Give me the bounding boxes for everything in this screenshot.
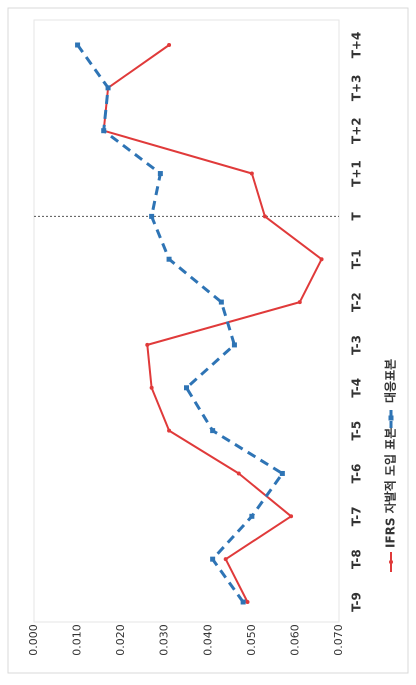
value-tick-label: 0.060: [288, 624, 301, 656]
category-tick-label: T-5: [350, 421, 364, 441]
category-tick-label: T-2: [350, 292, 364, 312]
data-point: [149, 213, 155, 219]
series-group: [75, 42, 324, 605]
data-point: [231, 342, 237, 348]
data-point: [279, 470, 285, 476]
category-tick-label: T+2: [350, 117, 364, 144]
data-point: [223, 557, 228, 562]
data-point: [262, 214, 267, 219]
category-tick-label: T-3: [350, 335, 364, 355]
data-point: [240, 599, 246, 605]
category-tick-label: T-1: [350, 249, 364, 269]
legend-swatch-marker: [389, 560, 393, 564]
category-tick-label: T-4: [350, 378, 364, 398]
data-point: [289, 514, 294, 519]
data-point: [236, 471, 241, 476]
legend: IFRS 자발적 도입 표본 대응표본: [383, 359, 398, 572]
series-line: [102, 44, 323, 603]
value-tick-label: 0.000: [27, 624, 40, 656]
value-tick-label: 0.070: [332, 624, 345, 656]
value-tick-label: 0.020: [114, 624, 127, 656]
category-tick-label: T+4: [350, 32, 364, 59]
series-line: [76, 44, 284, 603]
plot-area: [33, 19, 340, 623]
data-point: [167, 428, 172, 433]
data-point: [218, 299, 224, 305]
legend-label: 대응표본: [383, 359, 398, 403]
data-point: [166, 256, 172, 262]
value-tick-label: 0.010: [71, 624, 84, 656]
category-tick-label: T+3: [350, 75, 364, 102]
data-point: [184, 385, 189, 391]
legend-swatch-marker: [388, 415, 394, 421]
data-point: [105, 85, 111, 91]
value-tick-label: 0.040: [201, 624, 214, 656]
data-point: [157, 171, 163, 177]
data-point: [167, 43, 172, 47]
data-point: [297, 300, 302, 305]
data-point: [149, 385, 154, 390]
category-tick-label: T-8: [350, 549, 364, 569]
value-tick-label: 0.050: [245, 624, 258, 656]
data-point: [210, 428, 216, 434]
value-tick-labels: 0.000 0.010 0.020 0.030 0.040 0.050 0.060 0.070: [27, 624, 345, 656]
data-point: [249, 171, 254, 176]
data-point: [319, 257, 324, 262]
category-tick-label: T+1: [350, 160, 364, 187]
category-tick-label: T: [350, 211, 364, 220]
value-tick-label: 0.030: [158, 624, 171, 656]
category-tick-labels: T-9 T-8 T-7 T-6 T-5 T-4 T-3 T-2 T-1 T T+1 T+2 T+3 T+4: [350, 32, 364, 612]
category-tick-label: T-7: [350, 506, 364, 526]
category-tick-label: T-9: [350, 592, 364, 612]
category-tick-label: T-6: [350, 464, 364, 484]
data-point: [249, 513, 255, 519]
data-point: [145, 342, 150, 347]
data-point: [75, 42, 81, 48]
data-point: [101, 128, 107, 134]
data-point: [245, 600, 250, 604]
data-point: [210, 556, 216, 562]
legend-label: IFRS 자발적 도입 표본: [383, 428, 398, 548]
